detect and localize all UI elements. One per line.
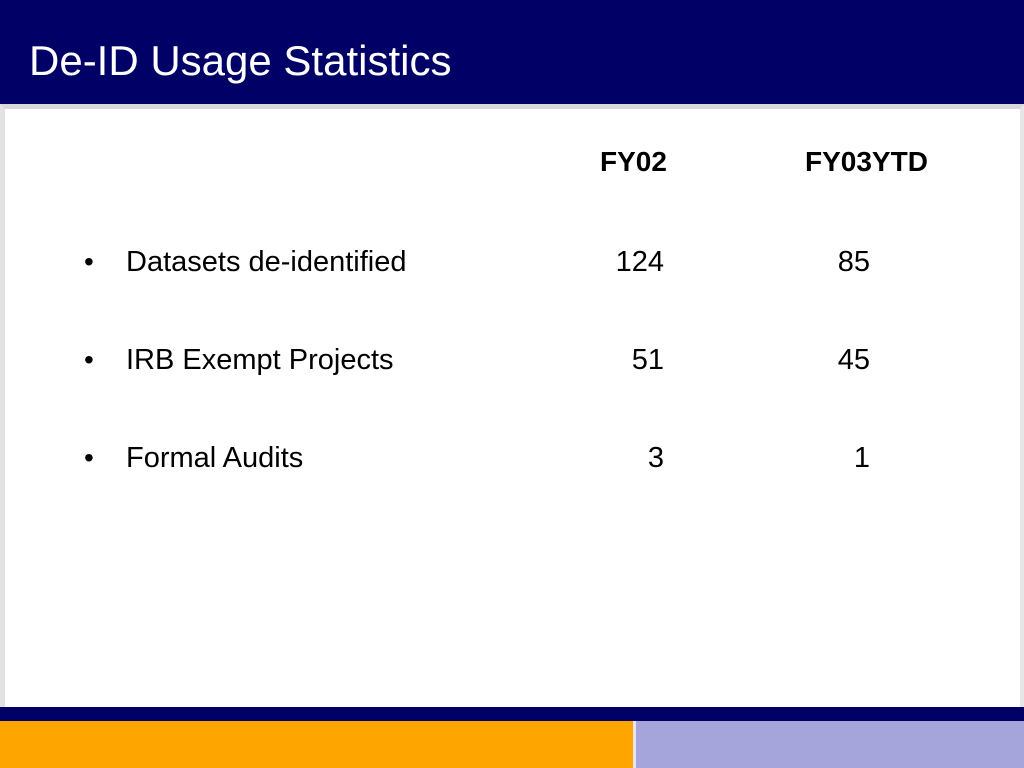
row-label: IRB Exempt Projects [126, 344, 394, 376]
footer-lavender-block [633, 721, 1024, 768]
bullet-marker: • [84, 344, 94, 375]
column-header-fy03ytd: FY03YTD [805, 146, 928, 177]
value-fy03ytd: 1 [853, 442, 870, 474]
slide-title: De-ID Usage Statistics [29, 37, 452, 84]
value-fy02: 51 [631, 344, 664, 376]
footer-navy-stripe [0, 707, 1024, 721]
bullet-marker: • [84, 246, 94, 277]
value-fy02: 124 [615, 246, 664, 278]
value-fy03ytd: 85 [837, 246, 870, 278]
value-fy02: 3 [647, 442, 664, 474]
column-header-fy02: FY02 [600, 146, 667, 177]
footer-orange-block [0, 721, 633, 768]
value-fy03ytd: 45 [837, 344, 870, 376]
title-bar: De-ID Usage Statistics [0, 0, 1024, 104]
row-label: Formal Audits [126, 442, 304, 474]
bullet-marker: • [84, 442, 94, 473]
table-row: • Formal Audits 3 1 [0, 438, 1024, 478]
row-label: Datasets de-identified [126, 246, 407, 278]
content-area [0, 104, 1024, 707]
table-row: • IRB Exempt Projects 51 45 [0, 340, 1024, 380]
table-row: • Datasets de-identified 124 85 [0, 242, 1024, 282]
